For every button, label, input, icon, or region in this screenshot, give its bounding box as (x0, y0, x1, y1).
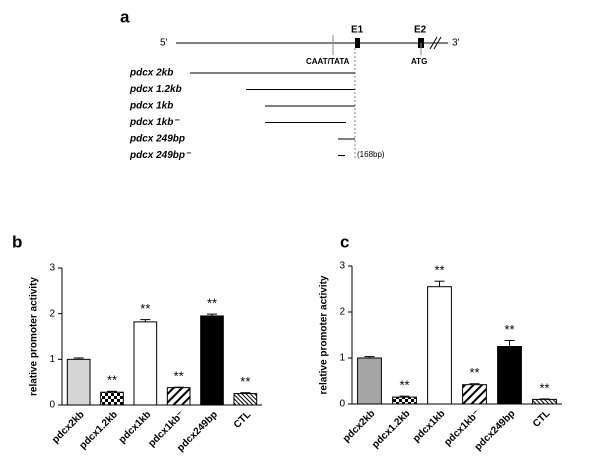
y-axis-label: relative promoter activity (29, 277, 40, 396)
construct-label: pdcx 249bp (129, 134, 185, 145)
site-label: CAAT/TATA (306, 57, 350, 66)
three-prime: 3' (452, 38, 460, 49)
annotation: ** (399, 378, 409, 393)
bar (166, 387, 191, 406)
y-tick-label: 1 (49, 354, 55, 365)
annotation: ** (504, 322, 514, 337)
bar (233, 393, 258, 406)
panel-label: a (120, 7, 130, 26)
x-tick-label: CTL (531, 408, 553, 430)
bar (427, 286, 452, 405)
annotation: ** (207, 296, 217, 311)
bar (497, 346, 522, 405)
construct-label: pdcx 249bp⁻ (129, 150, 192, 161)
bar (392, 396, 417, 405)
y-tick-label: 3 (49, 263, 55, 274)
exon-box (355, 38, 360, 48)
y-tick-label: 0 (339, 399, 345, 410)
note: (168bp) (357, 150, 385, 159)
bar (462, 384, 487, 405)
annotation: ** (107, 373, 117, 388)
break-mark (429, 36, 438, 50)
five-prime: 5' (160, 38, 168, 49)
panel-label: b (12, 232, 22, 251)
x-tick-label: CTL (232, 409, 254, 431)
y-tick-label: 2 (49, 308, 55, 319)
bar (200, 315, 224, 406)
y-tick-label: 2 (339, 307, 345, 318)
panel-a: a 5' 3' E1 E2 CAAT/TATA ATG (168bp) (120, 7, 460, 160)
bar (133, 321, 158, 406)
exon-label: E1 (351, 25, 364, 36)
x-tick-label: pdcx1kb (411, 408, 447, 444)
annotation: ** (539, 380, 549, 395)
bar (357, 357, 382, 405)
panel-label: c (340, 232, 349, 251)
x-tick-label: pdcx1.2kb (370, 408, 412, 450)
construct-label: pdcx 1.2kb (129, 84, 182, 95)
construct-label: pdcx 2kb (129, 68, 173, 79)
annotation: ** (174, 369, 184, 384)
x-tick-label: pdcx2kb (341, 408, 377, 444)
bar (66, 358, 91, 406)
site-label: ATG (411, 57, 427, 66)
annotation: ** (434, 263, 444, 278)
y-axis-label: relative promoter activity (319, 275, 330, 394)
break-mark (433, 36, 442, 50)
annotation: ** (140, 301, 150, 316)
bar (532, 398, 557, 405)
bar (100, 391, 124, 406)
y-tick-label: 3 (339, 261, 345, 272)
y-tick-label: 1 (339, 353, 345, 364)
construct-label: pdcx 1kb⁻ (129, 117, 180, 128)
construct-label: pdcx 1kb (129, 101, 173, 112)
annotation: ** (469, 365, 479, 380)
y-tick-label: 0 (49, 400, 55, 411)
exon-label: E2 (414, 25, 427, 36)
annotation: ** (240, 374, 250, 389)
